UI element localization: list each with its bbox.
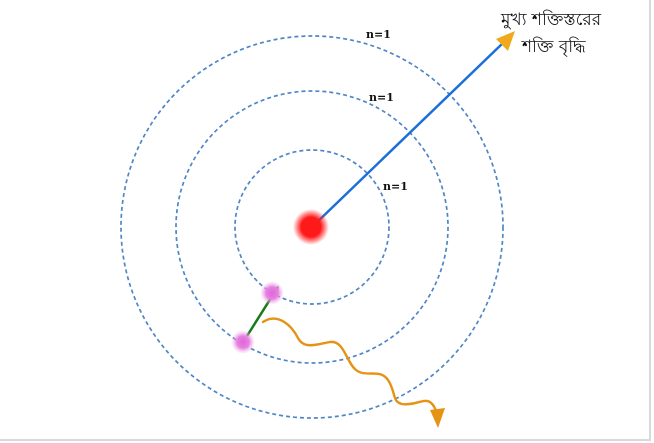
arrow-caption-line2: শক্তি বৃদ্ধি [521, 36, 586, 57]
photon-arrowhead [430, 408, 445, 428]
orbit-label-inner: n=1 [383, 180, 408, 193]
orbit-label-middle: n=1 [369, 91, 394, 104]
orbit-label-outer: n=1 [366, 28, 391, 41]
energy-increase-arrowhead [496, 31, 515, 51]
orbit-outer [120, 35, 504, 419]
orbit-inner [234, 149, 390, 305]
electron-excited [260, 281, 284, 305]
nucleus [293, 209, 329, 245]
arrow-caption-line1: মুখ্য শক্তিস্তরের [500, 9, 602, 30]
photon-wave [261, 317, 439, 416]
energy-increase-arrow [311, 41, 505, 228]
electron-ground [231, 330, 255, 354]
orbit-middle [175, 90, 449, 364]
